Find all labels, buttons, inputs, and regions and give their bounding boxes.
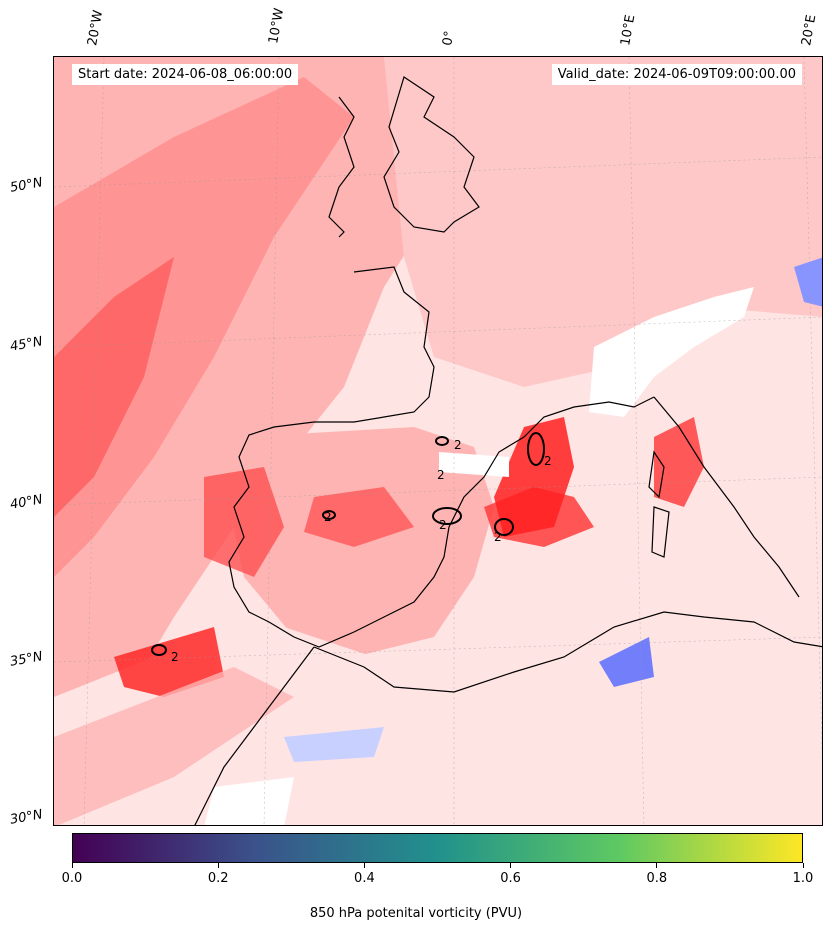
pv-contour-pyrenees [435,436,449,446]
pv-contour-central [322,510,336,520]
lon-label-0: 0° [440,29,458,47]
iberia-west-core [204,467,284,577]
mask-atlas [204,777,294,825]
colorbar-tick-label: 0.2 [207,871,229,886]
lat-label-50n: 50°N [8,175,44,196]
colorbar-tick-label: 0.4 [354,871,375,886]
colorbar-tick-label: 1.0 [792,871,814,886]
colorbar-title: 850 hPa potenital vorticity (PVU) [309,906,523,921]
corsica-core [654,417,704,507]
ebro-core [494,417,574,537]
graticule [54,57,822,825]
blue-patch-sahara [284,727,384,762]
colorbar-tick [71,863,73,868]
contour-label: 2 [544,454,552,468]
atlantic-south-band [54,667,294,825]
colorbar-tick-label: 0.0 [61,871,83,886]
coastlines [194,76,822,825]
coastline-north-africa [313,611,822,693]
colorbar-tick [802,863,804,868]
lon-label-10e: 10°E [618,13,639,47]
colorbar-tick [510,863,512,868]
atlantic-band [54,77,354,577]
mask-alps [589,287,754,417]
blue-patch-east [794,257,822,307]
coastline-morocco [194,646,315,825]
atlantic-core [54,257,174,517]
pv-contour-balearic [494,518,514,536]
valid-date-label: Valid_date: 2024-06-09T09:00:00.00 [551,64,802,85]
coastline-corsica [648,450,665,499]
coastline-sardinia [651,506,670,558]
lat-label-45n: 45°N [8,334,44,355]
contour-label: 2 [494,530,502,544]
lat-label-30n: 30°N [8,807,44,828]
contour-label: 2 [437,468,445,482]
blue-patch-tunisia [599,637,654,687]
pv-contour-ebro [527,432,545,466]
coastline-ireland [328,96,355,238]
colorbar-tick-label: 0.6 [500,871,521,886]
contour-label: 2 [171,650,179,664]
start-date-label: Start date: 2024-06-08_06:00:00 [72,64,299,85]
lon-label-20w: 20°W [85,9,107,48]
map-panel: 2 2 2 2 2 2 2 [53,56,823,826]
contour-label: 2 [324,510,332,524]
coastline-iberia-france [228,266,655,648]
mask-pyrenees [439,452,509,477]
colorbar-tick [217,863,219,868]
colorbar [72,833,803,863]
lon-label-10w: 10°W [266,7,288,46]
contour-label: 2 [454,438,462,452]
coastline-italy [653,396,800,598]
iberia-central-core [304,487,414,547]
pv-contour-morocco [151,644,167,656]
contour-label: 2 [439,518,447,532]
lon-label-20e: 20°E [799,13,820,47]
pv-field-map: 2 2 2 2 2 2 2 [54,57,822,825]
colorbar-tick [656,863,658,868]
lat-label-40n: 40°N [8,492,44,513]
colorbar-tick-label: 0.8 [646,871,668,886]
morocco-core [114,627,224,697]
contour-labels: 2 2 2 2 2 2 2 [171,438,552,664]
lat-label-35n: 35°N [8,649,44,670]
pv-contour-valencia [432,507,462,525]
pv-contours [151,432,545,656]
colorbar-tick [363,863,365,868]
coastline-britain [383,76,480,233]
